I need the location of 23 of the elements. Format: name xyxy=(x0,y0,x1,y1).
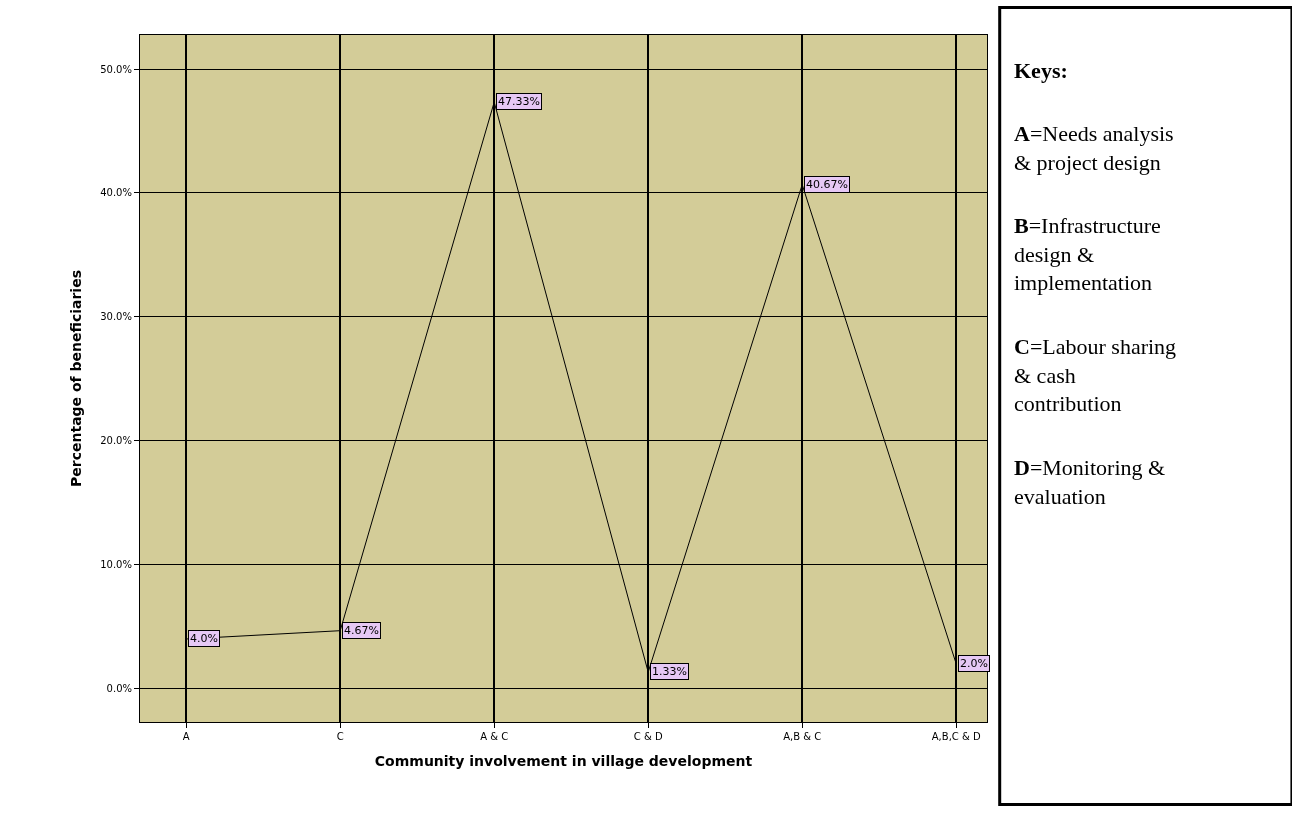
data-label: 4.67% xyxy=(344,624,379,637)
x-tick-label: A & C xyxy=(480,731,509,742)
text: B=Infrastructure design & implementation xyxy=(1014,213,1161,296)
y-axis-title: Percentage of beneficiaries xyxy=(67,270,84,487)
x-tick-label: A,B,C & D xyxy=(931,731,981,742)
x-tick-label: C & D xyxy=(633,731,663,742)
x-tick-label: C xyxy=(336,731,344,742)
text: A=Needs analysis & project design xyxy=(1014,121,1174,175)
y-tick-label: 20.0% xyxy=(100,435,132,447)
y-tick-label: 0.0% xyxy=(106,683,132,695)
data-label: 1.33% xyxy=(652,665,687,678)
data-label: 40.67% xyxy=(806,178,848,191)
x-tick-label: A xyxy=(182,731,190,742)
data-label: 47.33% xyxy=(498,95,540,108)
y-tick-label: 50.0% xyxy=(100,63,132,75)
x-tick-label: A,B & C xyxy=(783,731,822,742)
x-axis-title: Community involvement in village development xyxy=(374,753,753,770)
y-tick-label: 30.0% xyxy=(100,311,132,323)
text: C=Labour sharing & cash contribution xyxy=(1014,334,1177,417)
text: D=Monitoring & evaluation xyxy=(1014,455,1166,509)
y-tick-label: 10.0% xyxy=(100,559,132,571)
y-tick-label: 40.0% xyxy=(100,187,132,199)
text: Keys: xyxy=(1014,58,1068,83)
